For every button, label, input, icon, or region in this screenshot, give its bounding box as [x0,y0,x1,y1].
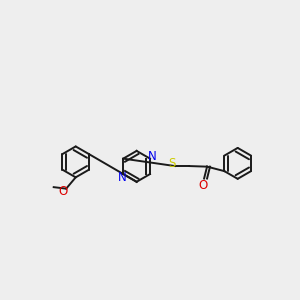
Text: O: O [58,185,67,198]
Text: N: N [148,150,157,163]
Text: N: N [117,170,126,184]
Text: S: S [168,157,176,169]
Text: O: O [198,178,207,192]
